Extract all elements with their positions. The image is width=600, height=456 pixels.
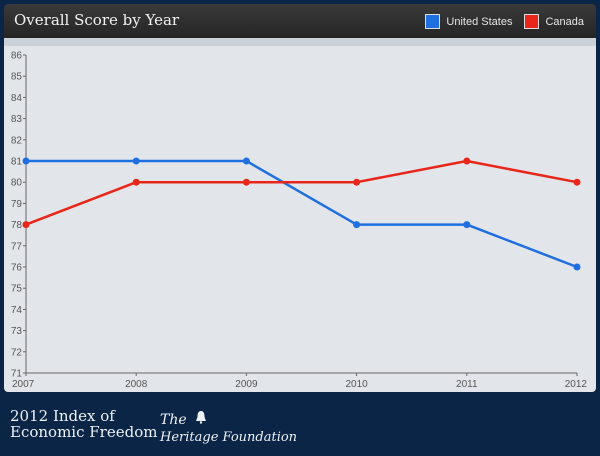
y-tick-label: 83 bbox=[11, 114, 23, 125]
y-tick-label: 81 bbox=[11, 157, 23, 168]
y-tick-label: 72 bbox=[11, 347, 23, 358]
brand-line-2: Economic Freedom bbox=[10, 423, 158, 441]
data-point-united-states bbox=[242, 157, 250, 165]
brand-line-1: 2012 Index of bbox=[10, 407, 115, 425]
y-tick-label: 71 bbox=[11, 369, 23, 380]
y-tick-label: 84 bbox=[11, 93, 23, 104]
heritage-logo: The Heritage Foundation bbox=[160, 411, 298, 445]
data-point-canada bbox=[132, 178, 140, 186]
chart-legend: United States Canada bbox=[413, 14, 584, 29]
y-tick-label: 85 bbox=[11, 72, 23, 83]
heritage-name: Heritage Foundation bbox=[160, 430, 298, 445]
x-tick-label: 2012 bbox=[565, 379, 588, 390]
chart-subbar bbox=[4, 38, 596, 46]
footer: 2012 Index of Economic Freedom The Herit… bbox=[0, 396, 600, 456]
index-brand: 2012 Index of Economic Freedom bbox=[10, 408, 157, 440]
y-tick-label: 86 bbox=[11, 51, 23, 62]
series-line-canada bbox=[25, 159, 578, 226]
chart-frame: Overall Score by Year United States Cana… bbox=[4, 4, 596, 392]
heritage-the: The bbox=[160, 412, 187, 428]
legend-item-canada[interactable]: Canada bbox=[524, 14, 584, 29]
data-point-canada bbox=[573, 178, 581, 186]
data-point-canada bbox=[353, 178, 361, 186]
data-point-united-states bbox=[132, 157, 140, 165]
x-tick-label: 2008 bbox=[125, 379, 148, 390]
x-tick-label: 2010 bbox=[345, 379, 368, 390]
legend-swatch-canada bbox=[524, 14, 540, 29]
line-chart: 71 72 73 74 75 76 77 78 79 80 81 82 83 84 85 86 2007 2008… bbox=[11, 51, 588, 391]
data-point-united-states bbox=[22, 157, 30, 165]
x-tick-label: 2007 bbox=[12, 379, 35, 390]
y-tick-label: 76 bbox=[11, 263, 23, 274]
chart-title: Overall Score by Year bbox=[14, 11, 180, 29]
plot-background bbox=[4, 46, 596, 392]
y-tick-label: 77 bbox=[11, 241, 23, 252]
legend-item-united-states[interactable]: United States bbox=[425, 14, 512, 29]
legend-label-canada: Canada bbox=[545, 15, 584, 28]
series-line-united-states bbox=[26, 159, 578, 269]
data-point-united-states bbox=[573, 263, 581, 271]
data-point-united-states bbox=[353, 221, 361, 229]
y-tick-label: 79 bbox=[11, 199, 23, 210]
x-tick-label: 2011 bbox=[456, 379, 478, 390]
data-point-canada bbox=[242, 178, 250, 186]
y-tick-label: 78 bbox=[11, 220, 23, 231]
y-tick-label: 74 bbox=[11, 305, 23, 316]
data-point-canada bbox=[463, 157, 471, 165]
liberty-bell-icon bbox=[196, 411, 206, 424]
legend-label-united-states: United States bbox=[446, 15, 513, 28]
data-point-canada bbox=[22, 221, 30, 229]
legend-swatch-united-states bbox=[425, 14, 441, 29]
y-tick-label: 82 bbox=[11, 135, 23, 146]
y-tick-label: 80 bbox=[11, 178, 23, 189]
x-tick-label: 2009 bbox=[235, 379, 258, 390]
y-tick-label: 75 bbox=[11, 284, 23, 295]
y-tick-label: 73 bbox=[11, 326, 23, 337]
data-point-united-states bbox=[463, 221, 471, 229]
chart-header: Overall Score by Year United States Cana… bbox=[4, 4, 596, 38]
